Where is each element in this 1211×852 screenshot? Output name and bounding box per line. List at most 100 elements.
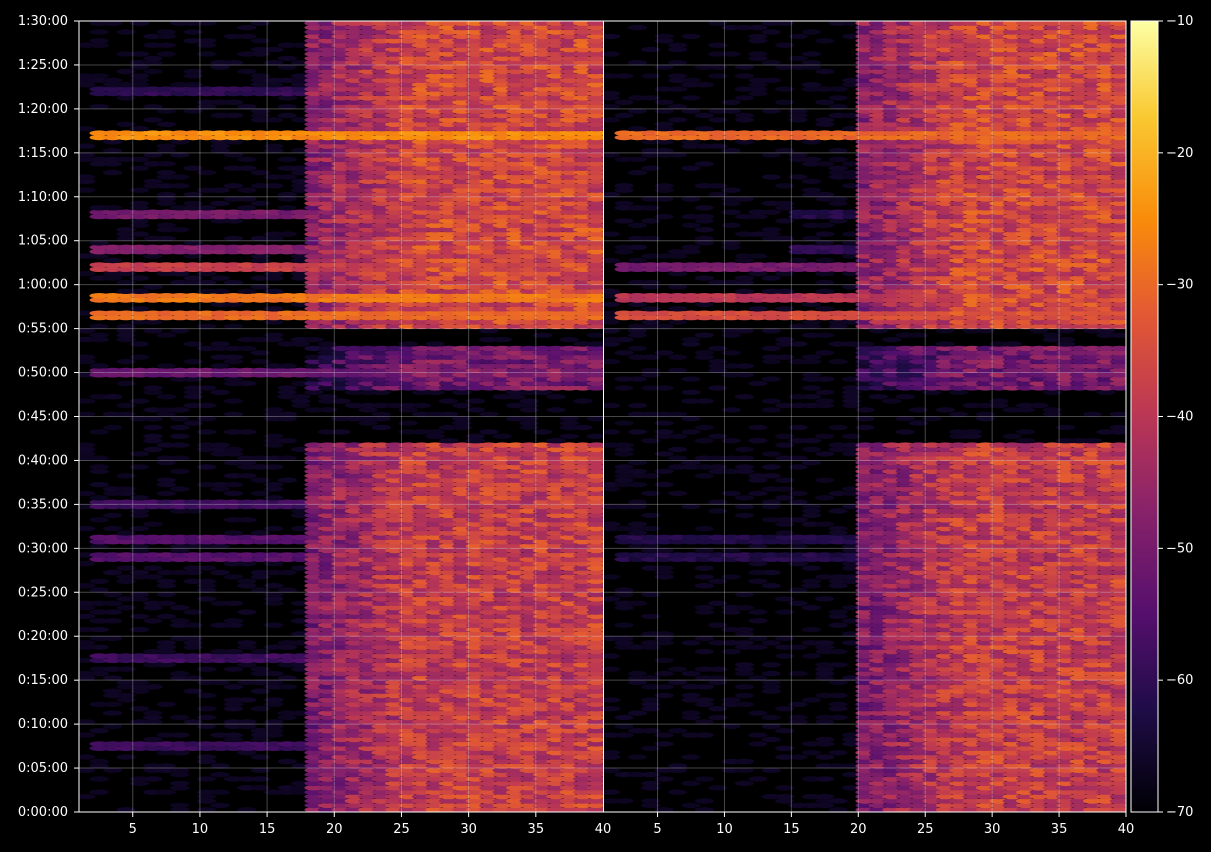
heatmap-cell <box>425 750 445 756</box>
heatmap-cell <box>559 758 580 765</box>
heatmap-cell <box>586 780 603 787</box>
heatmap-cell <box>344 631 365 637</box>
heatmap-cell <box>344 640 365 646</box>
heatmap-cell <box>102 745 123 751</box>
heatmap-cell <box>479 565 499 571</box>
heatmap-cell <box>291 631 311 637</box>
heatmap-cell <box>492 600 512 606</box>
heatmap-cell <box>532 547 553 554</box>
heatmap-cell <box>492 556 512 562</box>
heatmap-cell <box>170 407 190 413</box>
heatmap-cell <box>304 591 324 598</box>
heatmap-cell <box>586 591 603 598</box>
heatmap-cell <box>546 736 566 743</box>
heatmap-cell <box>573 701 593 707</box>
heatmap-cell <box>223 653 244 659</box>
heatmap-cell <box>546 618 566 624</box>
heatmap-cell <box>264 684 284 690</box>
heatmap-cell <box>573 565 593 571</box>
heatmap-cell <box>465 609 486 615</box>
heatmap-cell <box>465 728 486 734</box>
heatmap-cell <box>452 666 472 672</box>
heatmap-cell <box>438 780 459 787</box>
heatmap-cell <box>398 710 418 716</box>
heatmap-cell <box>425 714 445 721</box>
heatmap-cell <box>385 578 405 584</box>
heatmap-cell <box>506 556 526 562</box>
heatmap-cell <box>573 600 593 606</box>
heatmap-cell <box>317 552 338 558</box>
heatmap-cell <box>519 622 539 628</box>
heatmap-cell <box>452 670 472 677</box>
heatmap-cell <box>156 732 176 738</box>
heatmap-cell <box>492 635 512 642</box>
heatmap-cell <box>506 626 526 633</box>
heatmap-cell <box>411 754 432 760</box>
heatmap-cell <box>411 692 432 699</box>
heatmap-cell <box>156 591 176 598</box>
heatmap-cell <box>89 789 109 795</box>
heatmap-cell <box>210 442 230 448</box>
heatmap-cell <box>559 670 580 677</box>
heatmap-cell <box>317 719 338 725</box>
heatmap-cell <box>532 802 553 809</box>
heatmap-cell <box>89 644 109 650</box>
heatmap-cell <box>277 785 297 791</box>
heatmap-cell <box>411 626 432 633</box>
heatmap-cell <box>452 776 472 782</box>
heatmap-cell <box>559 701 580 707</box>
heatmap-cell <box>196 754 217 760</box>
heatmap-cell <box>116 666 136 672</box>
heatmap-cell <box>559 785 580 791</box>
heatmap-cell <box>438 556 459 562</box>
heatmap-cell <box>398 745 418 751</box>
heatmap-cell <box>183 741 203 747</box>
heatmap-cell <box>250 539 271 545</box>
heatmap-cell <box>371 785 391 791</box>
heatmap-cell <box>532 622 553 628</box>
heatmap-cell <box>586 622 603 628</box>
heatmap-cell <box>223 657 244 664</box>
heatmap-cell <box>89 429 109 435</box>
heatmap-cell <box>143 710 163 716</box>
heatmap-cell <box>519 613 539 620</box>
heatmap-cell <box>546 613 566 620</box>
heatmap-cell <box>358 741 378 747</box>
heatmap-cell <box>385 714 405 721</box>
heatmap-cell <box>116 692 136 699</box>
heatmap-cell <box>532 578 553 584</box>
heatmap-cell <box>385 728 405 734</box>
heatmap-cell <box>506 561 526 567</box>
heatmap-cell <box>573 596 593 602</box>
heatmap-cell <box>438 618 459 624</box>
heatmap-cell <box>291 618 311 624</box>
heatmap-cell <box>102 525 123 532</box>
heatmap-cell <box>398 706 418 712</box>
heatmap-cell <box>492 583 512 589</box>
heatmap-cell <box>519 754 539 760</box>
heatmap-cell <box>573 574 593 580</box>
heatmap-cell <box>411 802 432 809</box>
heatmap-cell <box>385 675 405 681</box>
heatmap-cell <box>492 736 512 743</box>
heatmap-cell <box>264 670 284 677</box>
heatmap-cell <box>398 723 418 729</box>
heatmap-cell <box>438 750 459 756</box>
heatmap-cell <box>304 613 324 620</box>
heatmap-cell <box>331 745 351 751</box>
heatmap-cell <box>250 741 271 747</box>
heatmap-cell <box>331 719 351 725</box>
heatmap-cell <box>385 793 405 800</box>
heatmap-cell <box>358 547 378 554</box>
heatmap-cell <box>156 644 176 650</box>
heatmap-cell <box>465 754 486 760</box>
heatmap-cell <box>264 583 284 589</box>
heatmap-cell <box>465 613 486 620</box>
heatmap-cell <box>398 648 418 655</box>
heatmap-cell <box>681 802 701 809</box>
heatmap-cell <box>398 618 418 624</box>
heatmap-cell <box>250 569 271 576</box>
heatmap-cell <box>344 653 365 659</box>
heatmap-cell <box>385 605 405 611</box>
heatmap-cell <box>398 692 418 699</box>
